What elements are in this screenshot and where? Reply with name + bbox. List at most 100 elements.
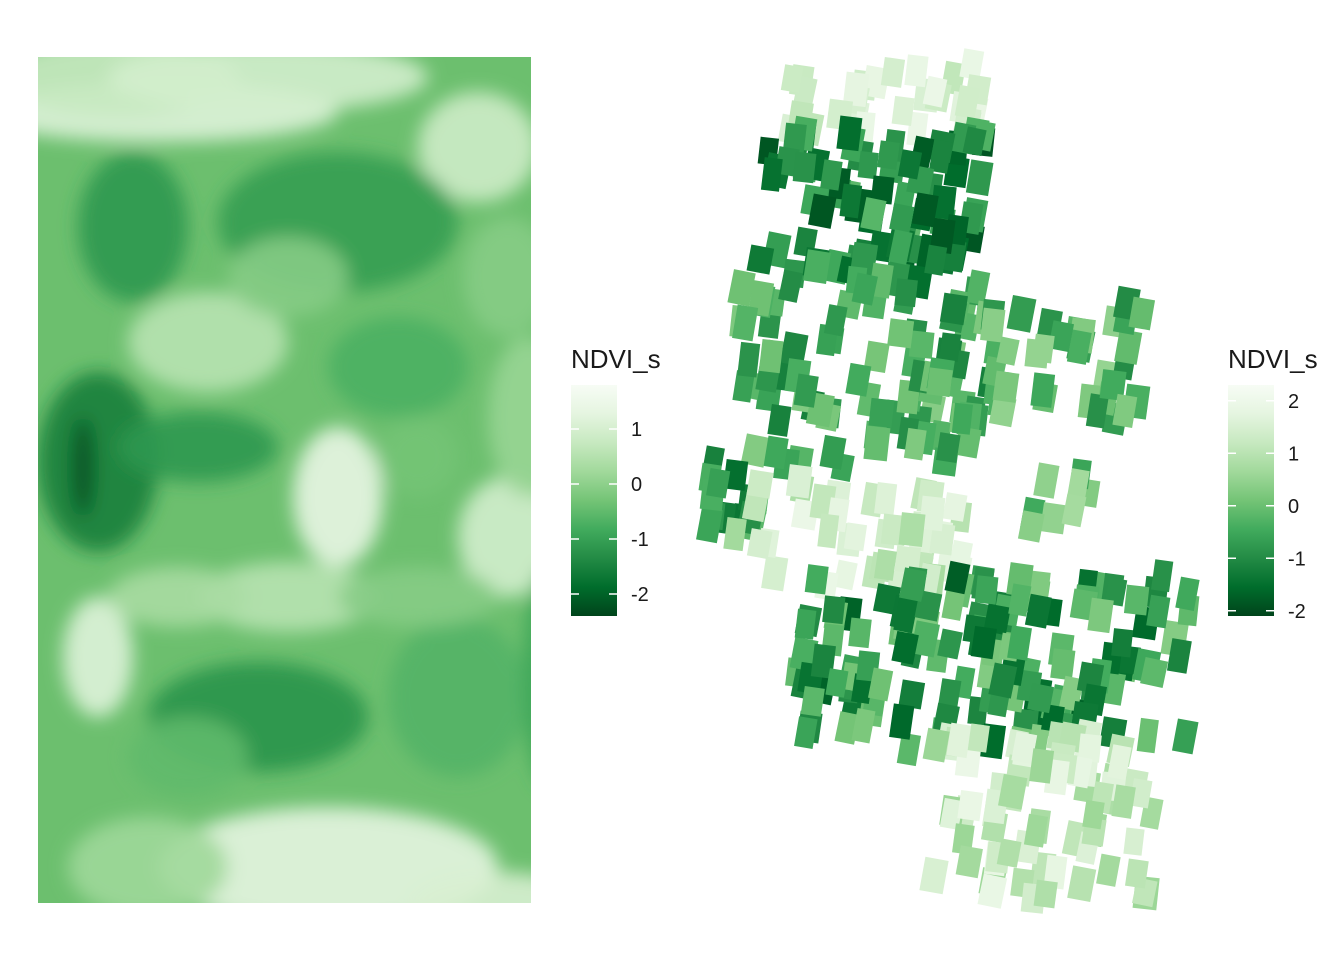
plot-tile <box>1128 296 1156 331</box>
ndvi-raster-panel <box>38 57 531 903</box>
plot-tile <box>1033 462 1060 499</box>
raster-blob <box>158 807 498 903</box>
plot-tile <box>1099 369 1127 401</box>
plot-tile <box>946 722 972 759</box>
plot-tile <box>706 467 731 499</box>
plot-tile <box>891 95 915 126</box>
plot-tile <box>1066 468 1090 502</box>
plot-tile <box>1029 748 1055 784</box>
plot-tile <box>836 115 863 152</box>
plot-tile <box>863 425 891 462</box>
plot-tile <box>1104 577 1128 607</box>
plot-tile <box>868 397 895 428</box>
plot-tile <box>804 564 829 595</box>
plot-tile <box>823 304 848 337</box>
legend-tick-label: -1 <box>1288 548 1306 570</box>
plot-tile <box>785 464 813 499</box>
plot-tile <box>761 554 789 592</box>
raster-blob <box>458 477 531 597</box>
plot-tile <box>959 48 985 81</box>
plot-tile <box>740 433 770 468</box>
plot-tile <box>1024 593 1052 629</box>
plot-tile <box>937 678 962 710</box>
plot-tile <box>922 75 948 108</box>
plot-tile <box>998 773 1028 810</box>
plot-tile <box>965 269 991 306</box>
plot-tile <box>1123 827 1145 856</box>
plot-tile <box>1087 597 1114 634</box>
plot-tile <box>696 506 723 544</box>
plot-tile <box>897 149 923 180</box>
legend-tick-label: 2 <box>1288 391 1299 413</box>
plot-tile <box>778 269 803 303</box>
plot-tile <box>954 84 981 119</box>
raster-blob <box>328 317 468 417</box>
raster-blob <box>293 427 383 567</box>
plot-tile <box>1033 879 1058 909</box>
plot-tile <box>908 330 935 359</box>
plot-tile <box>939 332 962 362</box>
plot-tile <box>860 197 887 232</box>
plot-tile <box>746 244 775 275</box>
raster-blob <box>38 372 158 552</box>
raster-blob <box>463 217 531 337</box>
legend-tick-label: 1 <box>1288 443 1299 465</box>
plot-tile <box>893 597 919 634</box>
plot-tile <box>903 427 927 461</box>
plot-tile <box>891 630 919 665</box>
plot-tile <box>723 517 747 552</box>
plot-tile <box>1077 733 1102 763</box>
plot-tile <box>924 244 948 276</box>
plot-tile <box>851 707 876 744</box>
plot-tile <box>760 157 783 192</box>
plot-tile <box>820 159 843 191</box>
raster-blob <box>68 817 228 903</box>
plot-tile <box>737 341 761 378</box>
plot-tile <box>919 856 949 895</box>
plot-tile <box>951 402 974 435</box>
raster-blob <box>198 562 378 632</box>
plot-tile <box>877 140 900 170</box>
plot-tile <box>1082 799 1105 830</box>
plot-tile <box>1085 393 1109 429</box>
plot-tile <box>870 175 895 205</box>
plot-tile <box>910 620 940 658</box>
plot-tile <box>962 126 987 157</box>
plot-tile <box>898 679 926 710</box>
raster-blob <box>63 597 133 717</box>
plot-tiles <box>696 48 1200 914</box>
legend-2-ticks: 2 1 0 -1 -2 <box>1228 391 1306 623</box>
plot-tile <box>833 559 858 591</box>
plot-tile <box>746 469 774 499</box>
plot-tile <box>928 139 953 174</box>
plot-tile <box>819 434 847 470</box>
raster-blob <box>388 617 528 777</box>
legend-2-title: NDVI_s <box>1228 344 1318 374</box>
legend-tick-label: -1 <box>631 529 649 551</box>
plot-tile <box>1006 294 1037 333</box>
raster-blob <box>118 412 278 482</box>
plot-tile <box>1007 625 1032 661</box>
plot-tile <box>763 435 789 470</box>
plot-tile <box>794 608 817 640</box>
plot-tile <box>779 331 809 367</box>
plot-tile <box>919 495 946 532</box>
plot-tile <box>1112 393 1138 428</box>
plot-tile <box>792 151 817 184</box>
legend-tick-label: 0 <box>1288 496 1299 518</box>
plot-tile <box>942 492 968 522</box>
plot-tile <box>807 193 837 229</box>
plot-tile <box>732 304 759 342</box>
raster-blob <box>418 92 531 202</box>
plot-tile <box>894 278 918 308</box>
legend-2-colorbar <box>1228 385 1274 616</box>
plot-tile <box>1171 718 1199 755</box>
plot-tile <box>983 603 1011 636</box>
plot-tile <box>794 716 818 749</box>
legend-tick-label: -2 <box>1288 601 1306 623</box>
legend-tick-label: 0 <box>631 474 642 496</box>
plot-tile <box>1026 570 1051 600</box>
plot-tile <box>889 203 915 233</box>
raster-blob <box>523 596 531 758</box>
